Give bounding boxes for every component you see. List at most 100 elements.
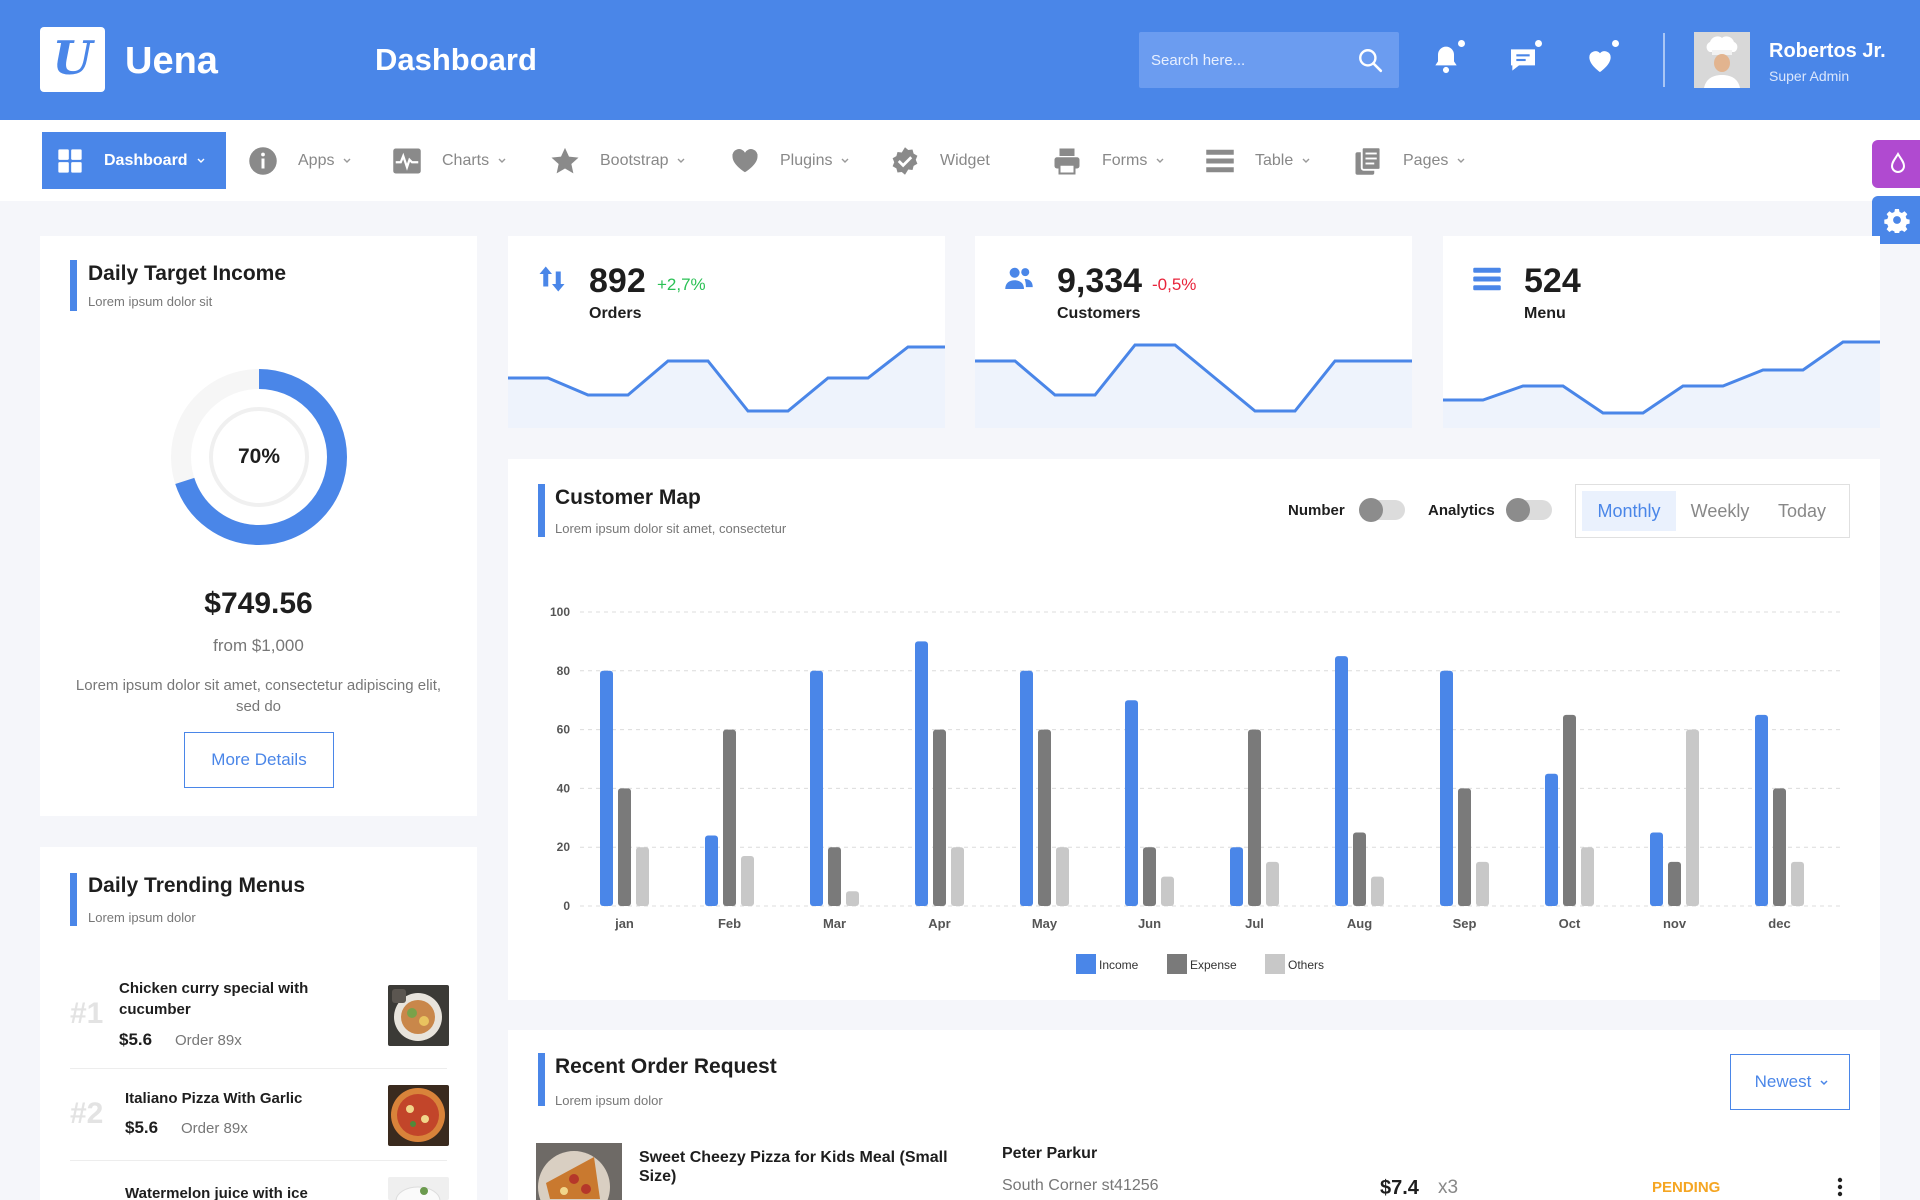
legend-swatch bbox=[1076, 954, 1096, 974]
x-tick-label: Feb bbox=[718, 916, 741, 931]
bar-others bbox=[1371, 876, 1384, 906]
nav-item-pages[interactable]: Pages bbox=[1353, 132, 1466, 189]
newest-filter-dropdown[interactable]: Newest bbox=[1730, 1054, 1850, 1110]
nav-label: Plugins bbox=[780, 151, 833, 169]
nav-item-forms[interactable]: Forms bbox=[1052, 132, 1165, 189]
more-vertical-icon[interactable] bbox=[1837, 1177, 1843, 1197]
card-title: Customer Map bbox=[555, 486, 701, 509]
rank: #1 bbox=[70, 997, 104, 1030]
menu-name: Watermelon juice with ice bbox=[125, 1185, 308, 1200]
bar-expense bbox=[1773, 788, 1786, 906]
stat-label: Menu bbox=[1524, 305, 1566, 322]
y-tick-label: 40 bbox=[557, 781, 571, 795]
nav-item-plugins[interactable]: Plugins bbox=[730, 132, 850, 189]
number-toggle[interactable] bbox=[1359, 498, 1405, 522]
title-accent bbox=[70, 260, 77, 311]
search-icon[interactable] bbox=[1357, 47, 1383, 73]
notification-bell-icon[interactable] bbox=[1430, 37, 1470, 80]
more-details-button[interactable]: More Details bbox=[184, 732, 334, 788]
nav-item-bootstrap[interactable]: Bootstrap bbox=[550, 132, 686, 189]
customer-map-card: Customer Map Lorem ipsum dolor sit amet,… bbox=[508, 459, 1880, 1000]
card-subtitle: Lorem ipsum dolor sit amet, consectetur bbox=[555, 521, 787, 536]
order-customer: Peter Parkur bbox=[1002, 1145, 1098, 1162]
income-from: from $1,000 bbox=[213, 636, 304, 655]
toggle-label: Analytics bbox=[1428, 502, 1495, 519]
tab-today[interactable]: Today bbox=[1777, 501, 1827, 521]
bar-expense bbox=[1458, 788, 1471, 906]
bar-others bbox=[1791, 861, 1804, 906]
analytics-toggle[interactable] bbox=[1506, 498, 1552, 522]
list-item[interactable]: Watermelon juice with ice bbox=[70, 1170, 449, 1200]
list-item[interactable]: #1 Chicken curry special with cucumber $… bbox=[70, 975, 449, 1069]
menu-order-count: Order 89x bbox=[181, 1120, 248, 1137]
users-icon bbox=[1005, 267, 1033, 289]
orders-sparkline bbox=[508, 345, 945, 428]
divider bbox=[70, 1160, 447, 1161]
avatar[interactable] bbox=[1694, 32, 1750, 88]
bar-income bbox=[705, 835, 718, 906]
bar-income bbox=[1020, 670, 1033, 906]
x-tick-label: Oct bbox=[1559, 916, 1581, 931]
list-icon bbox=[1206, 149, 1234, 172]
sort-arrows-icon bbox=[539, 266, 565, 292]
title-accent bbox=[538, 484, 545, 537]
nav-item-table[interactable]: Table bbox=[1205, 132, 1311, 189]
chevron-down-icon bbox=[197, 158, 205, 163]
search-input[interactable] bbox=[1151, 48, 1351, 72]
favorites-heart-icon[interactable] bbox=[1584, 37, 1624, 80]
settings-button[interactable] bbox=[1872, 196, 1920, 244]
x-tick-label: May bbox=[1032, 916, 1058, 931]
tab-weekly[interactable]: Weekly bbox=[1690, 501, 1750, 521]
nav-item-widget[interactable]: Widget bbox=[890, 132, 990, 189]
bar-others bbox=[636, 847, 649, 906]
bar-expense bbox=[723, 729, 736, 906]
bar-others bbox=[1056, 847, 1069, 906]
bar-income bbox=[1125, 700, 1138, 906]
bar-expense bbox=[1563, 714, 1576, 906]
x-tick-label: Aug bbox=[1347, 916, 1372, 931]
theme-color-button[interactable] bbox=[1872, 140, 1920, 188]
user-name[interactable]: Robertos Jr. bbox=[1769, 40, 1886, 62]
grid-icon bbox=[58, 148, 82, 173]
order-quantity: x3 bbox=[1438, 1177, 1459, 1198]
bar-others bbox=[846, 891, 859, 906]
bar-expense bbox=[618, 788, 631, 906]
list-item[interactable]: #2 Italiano Pizza With Garlic $5.6 Order… bbox=[70, 1083, 449, 1161]
bar-income bbox=[1335, 656, 1348, 906]
stat-label: Customers bbox=[1057, 305, 1141, 322]
menu-sparkline bbox=[1443, 340, 1880, 428]
bar-others bbox=[741, 856, 754, 906]
bar-income bbox=[1545, 773, 1558, 906]
chevron-down-icon bbox=[1820, 1080, 1828, 1086]
food-image bbox=[388, 985, 449, 1046]
x-tick-label: dec bbox=[1768, 916, 1790, 931]
donut-percent: 70% bbox=[237, 445, 281, 468]
copy-icon bbox=[1355, 145, 1382, 175]
nav-item-charts[interactable]: Charts bbox=[392, 132, 507, 189]
food-image bbox=[388, 1177, 449, 1200]
customer-bar-chart: 0 20 40 60 80 100 jan Feb Mar Apr May Jun Jul Aug Sep O… bbox=[550, 605, 1840, 974]
bar-income bbox=[1230, 847, 1243, 906]
top-header: U Uena Dashboard Robertos Jr. Super Admi… bbox=[0, 0, 1920, 120]
card-title: Recent Order Request bbox=[555, 1055, 777, 1078]
nav-item-apps[interactable]: Apps bbox=[248, 132, 352, 189]
nav-label: Pages bbox=[1403, 151, 1449, 169]
bar-income bbox=[1650, 832, 1663, 906]
chevron-down-icon bbox=[841, 158, 849, 163]
heart-icon bbox=[732, 148, 758, 172]
chevron-down-icon bbox=[677, 158, 685, 163]
logo[interactable]: U bbox=[40, 27, 105, 92]
bar-expense bbox=[1143, 847, 1156, 906]
period-tabs: Monthly Weekly Today bbox=[1575, 484, 1850, 538]
tab-monthly[interactable]: Monthly bbox=[1582, 491, 1676, 531]
stat-label: Orders bbox=[589, 305, 642, 322]
chevron-down-icon bbox=[343, 158, 351, 163]
chevron-down-icon bbox=[1457, 158, 1465, 163]
menu-price: $5.6 bbox=[125, 1118, 159, 1137]
nav-item-dashboard[interactable]: Dashboard bbox=[42, 132, 226, 189]
menu-price: $5.6 bbox=[119, 1030, 153, 1049]
messages-icon[interactable] bbox=[1507, 37, 1547, 80]
menu-name: Chicken curry special with cucumber bbox=[119, 980, 309, 1018]
bar-others bbox=[1161, 876, 1174, 906]
nav-label: Widget bbox=[940, 151, 990, 169]
